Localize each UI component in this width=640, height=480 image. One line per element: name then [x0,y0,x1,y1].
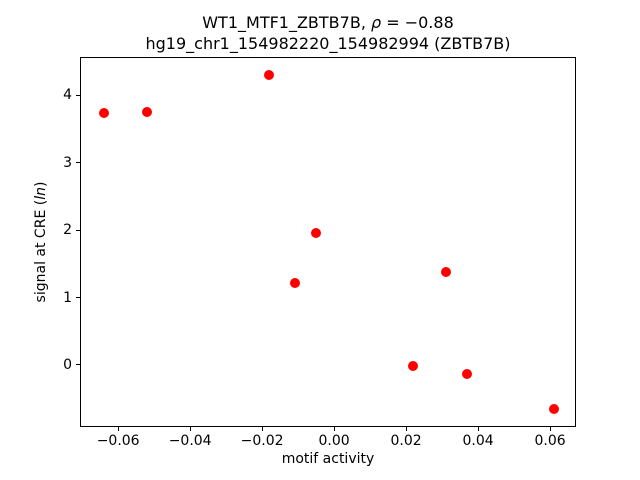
y-tick-label: 2 [63,222,72,239]
x-tick-mark [261,427,263,431]
rho-symbol: ρ [370,13,382,32]
y-tick-mark [76,94,80,96]
x-tick-label: −0.04 [168,433,212,449]
x-tick-mark [189,427,191,431]
data-point [548,404,559,415]
x-tick-mark [117,427,119,431]
data-point [440,266,451,277]
y-tick-mark [76,229,80,231]
y-tick-mark [76,364,80,366]
y-tick-label: 4 [63,87,72,104]
x-tick-label: 0.04 [462,433,494,449]
x-axis-label: motif activity [281,451,375,467]
data-point [462,368,473,379]
plot-area [80,57,576,427]
x-tick-mark [477,427,479,431]
y-tick-mark [76,297,80,299]
x-tick-label: 0.06 [534,433,566,449]
chart-title-line2: hg19_chr1_154982220_154982994 (ZBTB7B) [145,34,511,53]
x-tick-label: 0.02 [390,433,422,449]
data-point [311,227,322,238]
data-point [98,107,109,118]
data-point [408,361,419,372]
title-text-prefix: WT1_MTF1_ZBTB7B, [202,13,371,32]
y-axis-label: signal at CRE (ln) [33,182,49,303]
y-tick-label: 1 [63,289,72,306]
x-tick-mark [333,427,335,431]
y-axis-label-suffix: ) [33,181,49,188]
x-tick-mark [405,427,407,431]
y-tick-label: 0 [63,356,72,373]
data-point [289,278,300,289]
x-tick-label: 0.00 [318,433,350,449]
x-tick-mark [549,427,551,431]
y-tick-mark [76,162,80,164]
chart-title-line1: WT1_MTF1_ZBTB7B, ρ = −0.88 [80,12,576,33]
x-tick-label: −0.02 [240,433,284,449]
chart-title: WT1_MTF1_ZBTB7B, ρ = −0.88 hg19_chr1_154… [80,12,576,54]
y-axis-label-ln: ln [33,187,49,200]
title-correlation-value: = −0.88 [381,13,454,32]
data-point [264,69,275,80]
y-axis-label-prefix: signal at CRE ( [33,199,49,303]
y-tick-label: 3 [63,154,72,171]
data-point [141,106,152,117]
x-tick-label: −0.06 [96,433,140,449]
